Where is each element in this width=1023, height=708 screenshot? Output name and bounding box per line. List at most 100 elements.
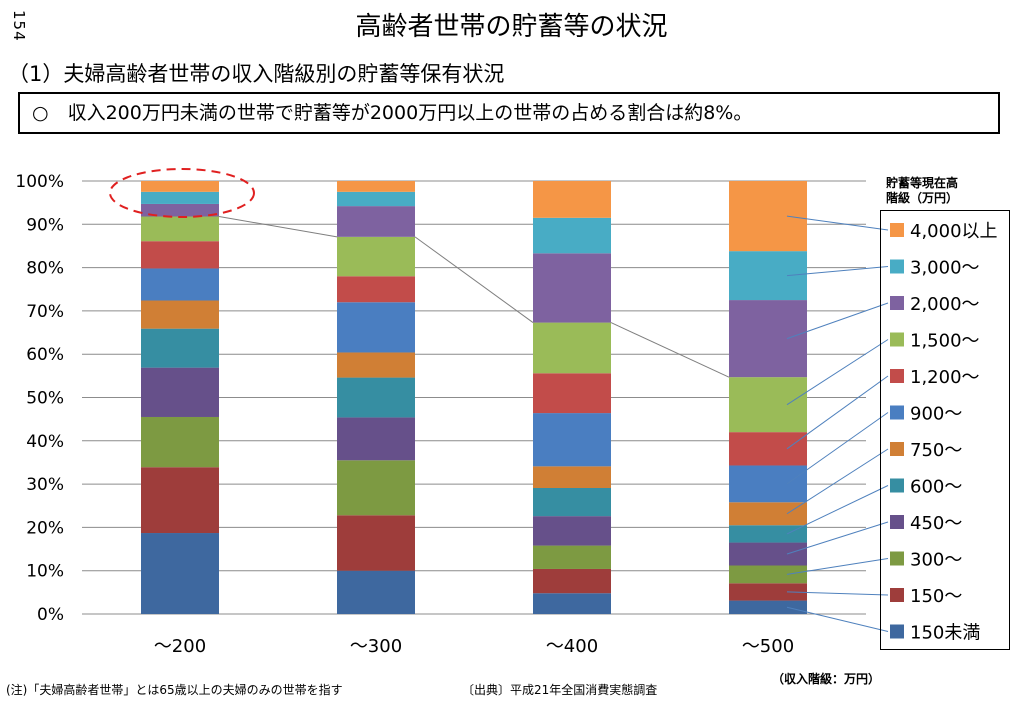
bar-segment — [729, 502, 807, 526]
legend-leader-line — [786, 591, 889, 596]
bar-segment — [141, 533, 219, 614]
section-subtitle: （1）夫婦高齢者世帯の収入階級別の貯蓄等保有状況 — [8, 62, 505, 86]
legend-label: 3,000～ — [910, 258, 980, 279]
series-connector — [610, 322, 730, 378]
source-citation: 〔出典〕平成21年全国消費実態調査 — [462, 683, 658, 697]
legend-label: 900～ — [910, 404, 962, 425]
series-connector — [414, 236, 534, 323]
bar-segment — [729, 251, 807, 301]
bar-segment — [533, 322, 611, 374]
bar-segment — [729, 583, 807, 601]
legend-leader-line — [786, 215, 889, 231]
highlight-ellipse — [109, 168, 255, 218]
legend-leader-line — [786, 302, 889, 340]
bar-segment — [141, 300, 219, 329]
legend-label: 300～ — [910, 550, 962, 571]
legend-leader-line — [786, 606, 889, 632]
bar-segment — [729, 300, 807, 378]
bar-segment — [337, 302, 415, 353]
y-tick-label: 80% — [26, 259, 64, 279]
bar-segment — [729, 565, 807, 584]
x-unit-label: （収入階級：万円） — [772, 672, 881, 686]
bar-segment — [729, 377, 807, 433]
legend-title-line1: 貯蓄等現在高 — [886, 176, 959, 190]
bar-segment — [533, 568, 611, 594]
legend-label: 750～ — [910, 440, 962, 461]
y-axis-ticks: 0% 10% 20% 30% 40% 50% 60% 70% 80% 90% 100% — [15, 172, 64, 625]
legend-swatch — [890, 296, 904, 310]
legend-leader-line — [786, 412, 889, 485]
legend-title: 貯蓄等現在高 階級（万円） — [886, 176, 958, 206]
bar-segment — [141, 181, 219, 192]
legend-swatch — [890, 515, 904, 529]
footnote: (注)「夫婦高齢者世帯」とは65歳以上の夫婦のみの世帯を指す — [6, 683, 343, 697]
y-tick-label: 0% — [37, 605, 64, 625]
bars — [141, 181, 807, 614]
legend-leader-line — [786, 339, 889, 406]
y-tick-label: 20% — [26, 518, 64, 538]
bar-segment — [337, 236, 415, 277]
bar-segment — [337, 191, 415, 207]
bar-segment — [337, 377, 415, 418]
bar-segment — [337, 276, 415, 303]
legend-label: 150未満 — [910, 623, 980, 644]
bar-segment — [729, 525, 807, 543]
bar-segment — [533, 593, 611, 614]
legend-box — [880, 210, 1010, 650]
legend-label: 4,000以上 — [910, 221, 998, 242]
legend-leader-line — [786, 558, 889, 575]
bar-segment — [533, 413, 611, 467]
bar-segment — [141, 328, 219, 368]
bar-segment — [337, 181, 415, 192]
legend-swatch — [890, 624, 904, 639]
bar-segment — [533, 516, 611, 546]
legend-swatch — [890, 478, 904, 493]
x-tick-label: ～200 — [154, 636, 206, 657]
legend-label: 450～ — [910, 513, 962, 534]
bar-segment — [729, 465, 807, 503]
legend-leader-lines — [786, 215, 889, 632]
legend-swatch — [890, 332, 904, 347]
summary-box: ○ 収入200万円未満の世帯で貯蓄等が2000万円以上の世帯の占める割合は約8%… — [18, 92, 1000, 134]
x-tick-label: ～500 — [742, 636, 794, 657]
legend-swatch — [890, 369, 904, 383]
legend-swatch — [890, 551, 904, 566]
y-tick-label: 70% — [26, 302, 64, 322]
bar-segment — [337, 417, 415, 461]
bar-segment — [141, 268, 219, 301]
bar-segment — [337, 570, 415, 614]
bar-segment — [141, 216, 219, 242]
bar-segment — [533, 217, 611, 254]
bar-segment — [141, 416, 219, 468]
y-tick-label: 100% — [15, 172, 64, 192]
legend-label: 1,200～ — [910, 367, 980, 388]
legend-leader-line — [786, 485, 889, 535]
bar-segment — [729, 432, 807, 466]
bar-segment — [729, 181, 807, 252]
legend-swatch — [890, 223, 904, 237]
bar-segment — [533, 466, 611, 488]
y-tick-label: 10% — [26, 562, 64, 582]
bar-segment — [141, 191, 219, 204]
page-number: 154 — [10, 10, 28, 42]
bar-segment — [729, 542, 807, 566]
y-tick-label: 50% — [26, 389, 64, 409]
bar-segment — [729, 600, 807, 614]
bar-segment — [533, 487, 611, 517]
page-title: 高齢者世帯の貯蓄等の状況 — [355, 12, 668, 42]
legend-label: 150～ — [910, 586, 962, 607]
bar-segment — [141, 367, 219, 417]
legend-label: 1,500～ — [910, 331, 980, 352]
bar-segment — [533, 253, 611, 323]
legend-swatch — [890, 405, 904, 420]
bar-segment — [533, 181, 611, 218]
y-tick-label: 30% — [26, 475, 64, 495]
legend-swatch — [890, 588, 904, 602]
legend-title-line2: 階級（万円） — [886, 191, 959, 205]
connector-lines — [218, 216, 730, 378]
bar-segment — [337, 515, 415, 571]
bar-segment — [141, 203, 219, 217]
x-tick-label: ～400 — [546, 636, 598, 657]
legend-label: 2,000～ — [910, 294, 980, 315]
